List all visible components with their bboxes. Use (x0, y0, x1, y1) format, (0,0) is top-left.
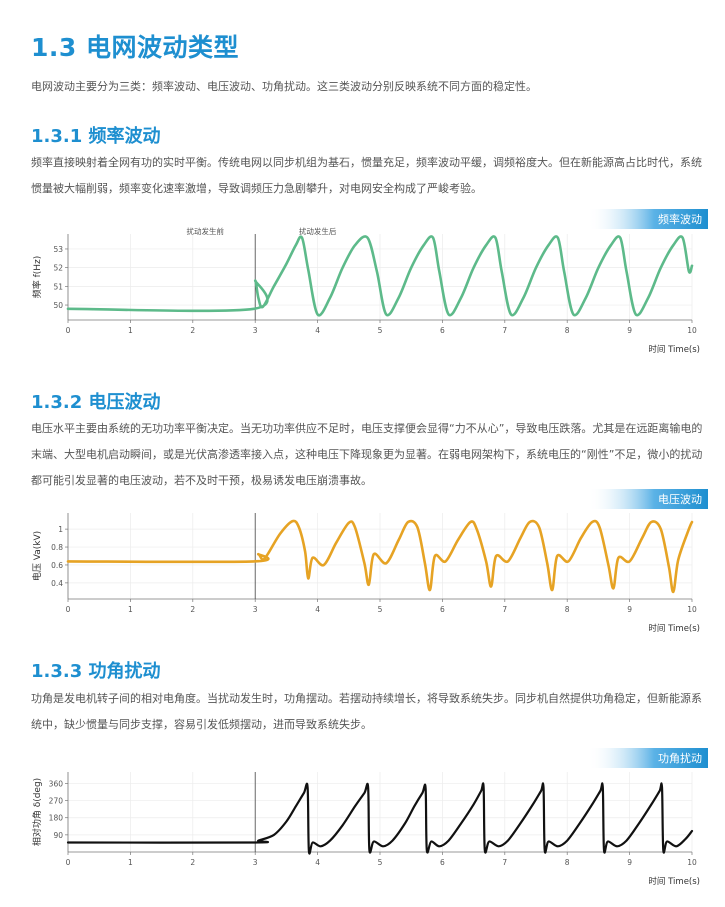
x-tick-label: 3 (253, 326, 258, 335)
x-tick-label: 1 (128, 605, 133, 614)
x-tick-label: 10 (687, 858, 697, 867)
power-angle-chart: 功角扰动 0 1 2 3 4 5 6 7 8 9 10 90 180 270 360 相对功角 δ(deg) 时间… (28, 748, 708, 898)
y-axis-label: 频率 f(Hz) (31, 256, 43, 299)
y-tick-label: 50 (53, 301, 63, 310)
power-angle-chart-svg: 功角扰动 0 1 2 3 4 5 6 7 8 9 10 90 180 270 360 相对功角 δ(deg) 时间… (31, 748, 708, 887)
y-tick-label: 360 (49, 779, 64, 788)
x-tick-label: 1 (128, 326, 133, 335)
x-tick-label: 10 (687, 326, 697, 335)
frequency-chart-svg: 频率波动 0 1 2 3 4 5 6 7 8 9 10 50 51 52 53 频率 f(Hz) 时间 Time(… (31, 209, 708, 355)
x-axis-label: 时间 Time(s) (648, 876, 700, 887)
voltage-chart: 电压波动 0 1 2 3 4 5 6 7 8 9 10 0.4 0.6 0.8 1 电压 Va(kV) 时间 Ti… (28, 489, 708, 644)
x-tick-label: 6 (440, 858, 445, 867)
y-tick-label: 0.8 (51, 543, 63, 552)
annotation-before: 扰动发生前 (187, 226, 225, 236)
x-axis-label: 时间 Time(s) (648, 344, 700, 355)
y-tick-label: 53 (53, 245, 63, 254)
x-tick-label: 9 (627, 858, 632, 867)
x-tick-label: 5 (378, 858, 383, 867)
x-tick-label: 1 (128, 858, 133, 867)
voltage-chart-svg: 电压波动 0 1 2 3 4 5 6 7 8 9 10 0.4 0.6 0.8 1 电压 Va(kV) 时间 Ti… (31, 489, 708, 634)
x-tick-label: 0 (66, 326, 71, 335)
series-line (66, 235, 694, 317)
x-tick-label: 8 (565, 326, 570, 335)
x-tick-label: 3 (253, 858, 258, 867)
x-tick-label: 5 (378, 326, 383, 335)
paragraph-frequency: 频率直接映射着全网有功的实时平衡。传统电网以同步机组为基石，惯量充足，频率波动平… (31, 156, 702, 195)
heading-power-angle: 1.3.3 功角扰动 (31, 661, 161, 682)
section-title: 1.3 电网波动类型 (31, 33, 239, 62)
x-tick-label: 8 (565, 858, 570, 867)
x-tick-label: 5 (378, 605, 383, 614)
x-tick-label: 3 (253, 605, 258, 614)
series-line (66, 782, 694, 855)
x-tick-label: 2 (190, 858, 195, 867)
y-tick-label: 90 (53, 831, 63, 840)
chart-tag-label: 电压波动 (658, 493, 702, 506)
y-axis-label: 相对功角 δ(deg) (31, 778, 43, 846)
x-tick-label: 2 (190, 326, 195, 335)
intro-paragraph: 电网波动主要分为三类：频率波动、电压波动、功角扰动。这三类波动分别反映系统不同方… (31, 80, 537, 93)
x-tick-label: 6 (440, 605, 445, 614)
x-tick-label: 9 (627, 605, 632, 614)
heading-voltage: 1.3.2 电压波动 (31, 392, 161, 413)
x-tick-label: 4 (315, 326, 320, 335)
y-tick-label: 51 (53, 282, 63, 291)
x-axis-label: 时间 Time(s) (648, 623, 700, 634)
x-tick-label: 2 (190, 605, 195, 614)
y-axis-label: 电压 Va(kV) (31, 531, 43, 581)
x-tick-label: 0 (66, 605, 71, 614)
y-tick-label: 180 (49, 814, 64, 823)
y-tick-label: 270 (49, 797, 64, 806)
x-tick-label: 6 (440, 326, 445, 335)
chart-tag-banner (588, 489, 708, 509)
x-tick-label: 4 (315, 605, 320, 614)
y-tick-label: 1 (58, 525, 63, 534)
x-tick-label: 10 (687, 605, 697, 614)
x-tick-label: 8 (565, 605, 570, 614)
chart-tag-label: 功角扰动 (658, 751, 702, 765)
x-tick-label: 7 (502, 605, 507, 614)
paragraph-power-angle: 功角是发电机转子间的相对电角度。当扰动发生时，功角摆动。若摆动持续增长，将导致系… (31, 692, 702, 731)
annotation-after: 扰动发生后 (299, 226, 337, 236)
frequency-chart: 频率波动 0 1 2 3 4 5 6 7 8 9 10 50 51 52 53 频率 f(Hz) 时间 Time(… (28, 209, 708, 359)
x-tick-label: 4 (315, 858, 320, 867)
y-tick-label: 0.6 (51, 561, 63, 570)
heading-frequency: 1.3.1 频率波动 (31, 126, 161, 147)
x-tick-label: 0 (66, 858, 71, 867)
x-tick-label: 7 (502, 858, 507, 867)
series-line (66, 519, 694, 594)
y-tick-label: 0.4 (51, 579, 63, 588)
chart-tag-banner (588, 209, 708, 229)
x-tick-label: 9 (627, 326, 632, 335)
paragraph-voltage: 电压水平主要由系统的无功功率平衡决定。当无功功率供应不足时，电压支撑便会显得“力… (31, 422, 703, 487)
x-tick-label: 7 (502, 326, 507, 335)
y-tick-label: 52 (53, 264, 63, 273)
chart-tag-label: 频率波动 (658, 212, 702, 226)
chart-tag-banner (588, 748, 708, 768)
